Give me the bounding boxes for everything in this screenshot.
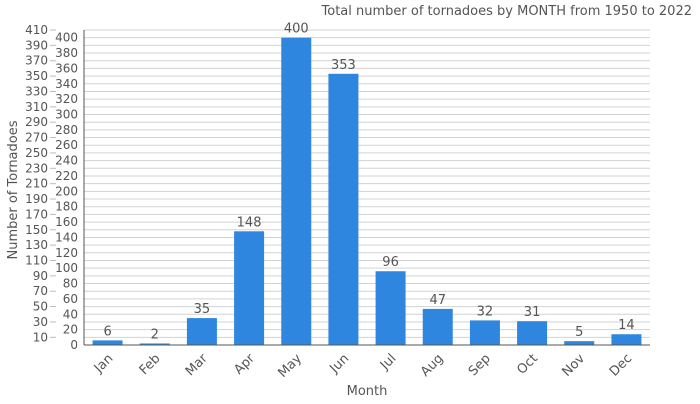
y-tick-label: 0 <box>70 338 78 352</box>
data-label: 5 <box>575 325 583 340</box>
data-label: 148 <box>237 215 262 230</box>
y-tick-label: 290 <box>25 115 48 129</box>
x-tick-label: Sep <box>466 351 494 379</box>
y-tick-label: 130 <box>25 238 48 252</box>
y-tick-label: 70 <box>33 284 48 298</box>
bar-dec <box>611 334 642 345</box>
y-tick-label: 360 <box>55 61 78 75</box>
y-tick-label: 390 <box>25 38 48 52</box>
bar-mar <box>186 318 217 345</box>
data-label: 6 <box>103 324 111 339</box>
data-label: 47 <box>429 293 446 308</box>
bars <box>92 37 642 346</box>
y-tick-label: 60 <box>63 292 78 306</box>
bar-sep <box>469 320 500 345</box>
bar-oct <box>517 321 548 345</box>
x-axis-label: Month <box>347 384 388 399</box>
y-tick-label: 270 <box>25 131 48 145</box>
y-tick-label: 20 <box>63 323 78 337</box>
bar-jan <box>92 340 123 345</box>
y-tick-label: 170 <box>25 207 48 221</box>
y-tick-label: 260 <box>55 138 78 152</box>
x-tick-label: May <box>275 351 305 381</box>
x-tick-label: Dec <box>607 351 635 379</box>
y-tick-label: 180 <box>55 200 78 214</box>
data-label: 35 <box>194 302 211 317</box>
bar-jun <box>328 73 359 345</box>
y-tick-label: 190 <box>25 192 48 206</box>
x-tick-label: Jun <box>327 351 353 377</box>
y-tick-label: 340 <box>55 77 78 91</box>
y-tick-label: 320 <box>55 92 78 106</box>
x-tick-label: Aug <box>418 351 447 380</box>
x-tick-label: Mar <box>183 351 211 379</box>
data-label: 2 <box>151 327 159 342</box>
bar-jul <box>375 271 406 345</box>
data-label: 400 <box>284 22 309 37</box>
bar-aug <box>422 308 453 345</box>
y-tick-label: 350 <box>25 69 48 83</box>
y-tick-label: 310 <box>25 100 48 114</box>
y-tick-label: 120 <box>55 246 78 260</box>
x-tick-label: Nov <box>560 351 589 380</box>
y-tick-label: 230 <box>25 161 48 175</box>
bar-apr <box>234 231 265 345</box>
data-label: 31 <box>524 305 541 320</box>
x-tick-label: Apr <box>231 351 258 378</box>
y-tick-label: 300 <box>55 108 78 122</box>
x-tick-label: Jul <box>377 351 399 373</box>
y-tick-label: 50 <box>33 300 48 314</box>
y-tick-label: 250 <box>25 146 48 160</box>
y-tick-label: 80 <box>63 277 78 291</box>
y-tick-label: 40 <box>63 307 78 321</box>
y-tick-label: 140 <box>55 230 78 244</box>
y-tick-label: 30 <box>33 315 48 329</box>
y-tick-label: 400 <box>55 31 78 45</box>
data-label: 14 <box>618 318 635 333</box>
gridlines <box>84 29 650 338</box>
y-axis-label: Number of Tornadoes <box>6 120 21 259</box>
y-tick-label: 370 <box>25 54 48 68</box>
y-tick-label: 200 <box>55 184 78 198</box>
bar-may <box>281 37 312 346</box>
y-tick-label: 90 <box>33 269 48 283</box>
y-tick-label: 220 <box>55 169 78 183</box>
y-tick-label: 330 <box>25 84 48 98</box>
y-axis-ticks: 0 10 20 30 40 50 60 70 80 90 100 110 120 130 140 150 160… <box>25 23 78 352</box>
y-tick-label: 150 <box>25 223 48 237</box>
bar-feb <box>139 343 170 345</box>
data-label: 32 <box>477 304 494 319</box>
data-labels: 6 2 35 148 400 353 96 47 32 31 5 14 <box>103 22 634 343</box>
x-tick-label: Oct <box>514 351 541 378</box>
x-axis-ticks: Jan Feb Mar Apr May Jun Jul Aug Sep Oct Nov Dec <box>91 351 635 381</box>
bar-nov <box>564 341 595 345</box>
y-tick-label: 110 <box>25 253 48 267</box>
x-tick-label: Jan <box>91 351 116 376</box>
y-tick-label: 10 <box>33 330 48 344</box>
y-tick-label: 160 <box>55 215 78 229</box>
data-label: 96 <box>382 255 399 270</box>
y-tick-label: 410 <box>25 23 48 37</box>
y-tick-label: 210 <box>25 177 48 191</box>
y-tick-label: 100 <box>55 261 78 275</box>
x-tick-label: Feb <box>137 351 164 378</box>
chart-title: Total number of tornadoes by MONTH from … <box>321 4 692 19</box>
y-tick-label: 380 <box>55 46 78 60</box>
y-tick-label: 280 <box>55 123 78 137</box>
data-label: 353 <box>331 58 356 73</box>
y-tick-label: 240 <box>55 154 78 168</box>
